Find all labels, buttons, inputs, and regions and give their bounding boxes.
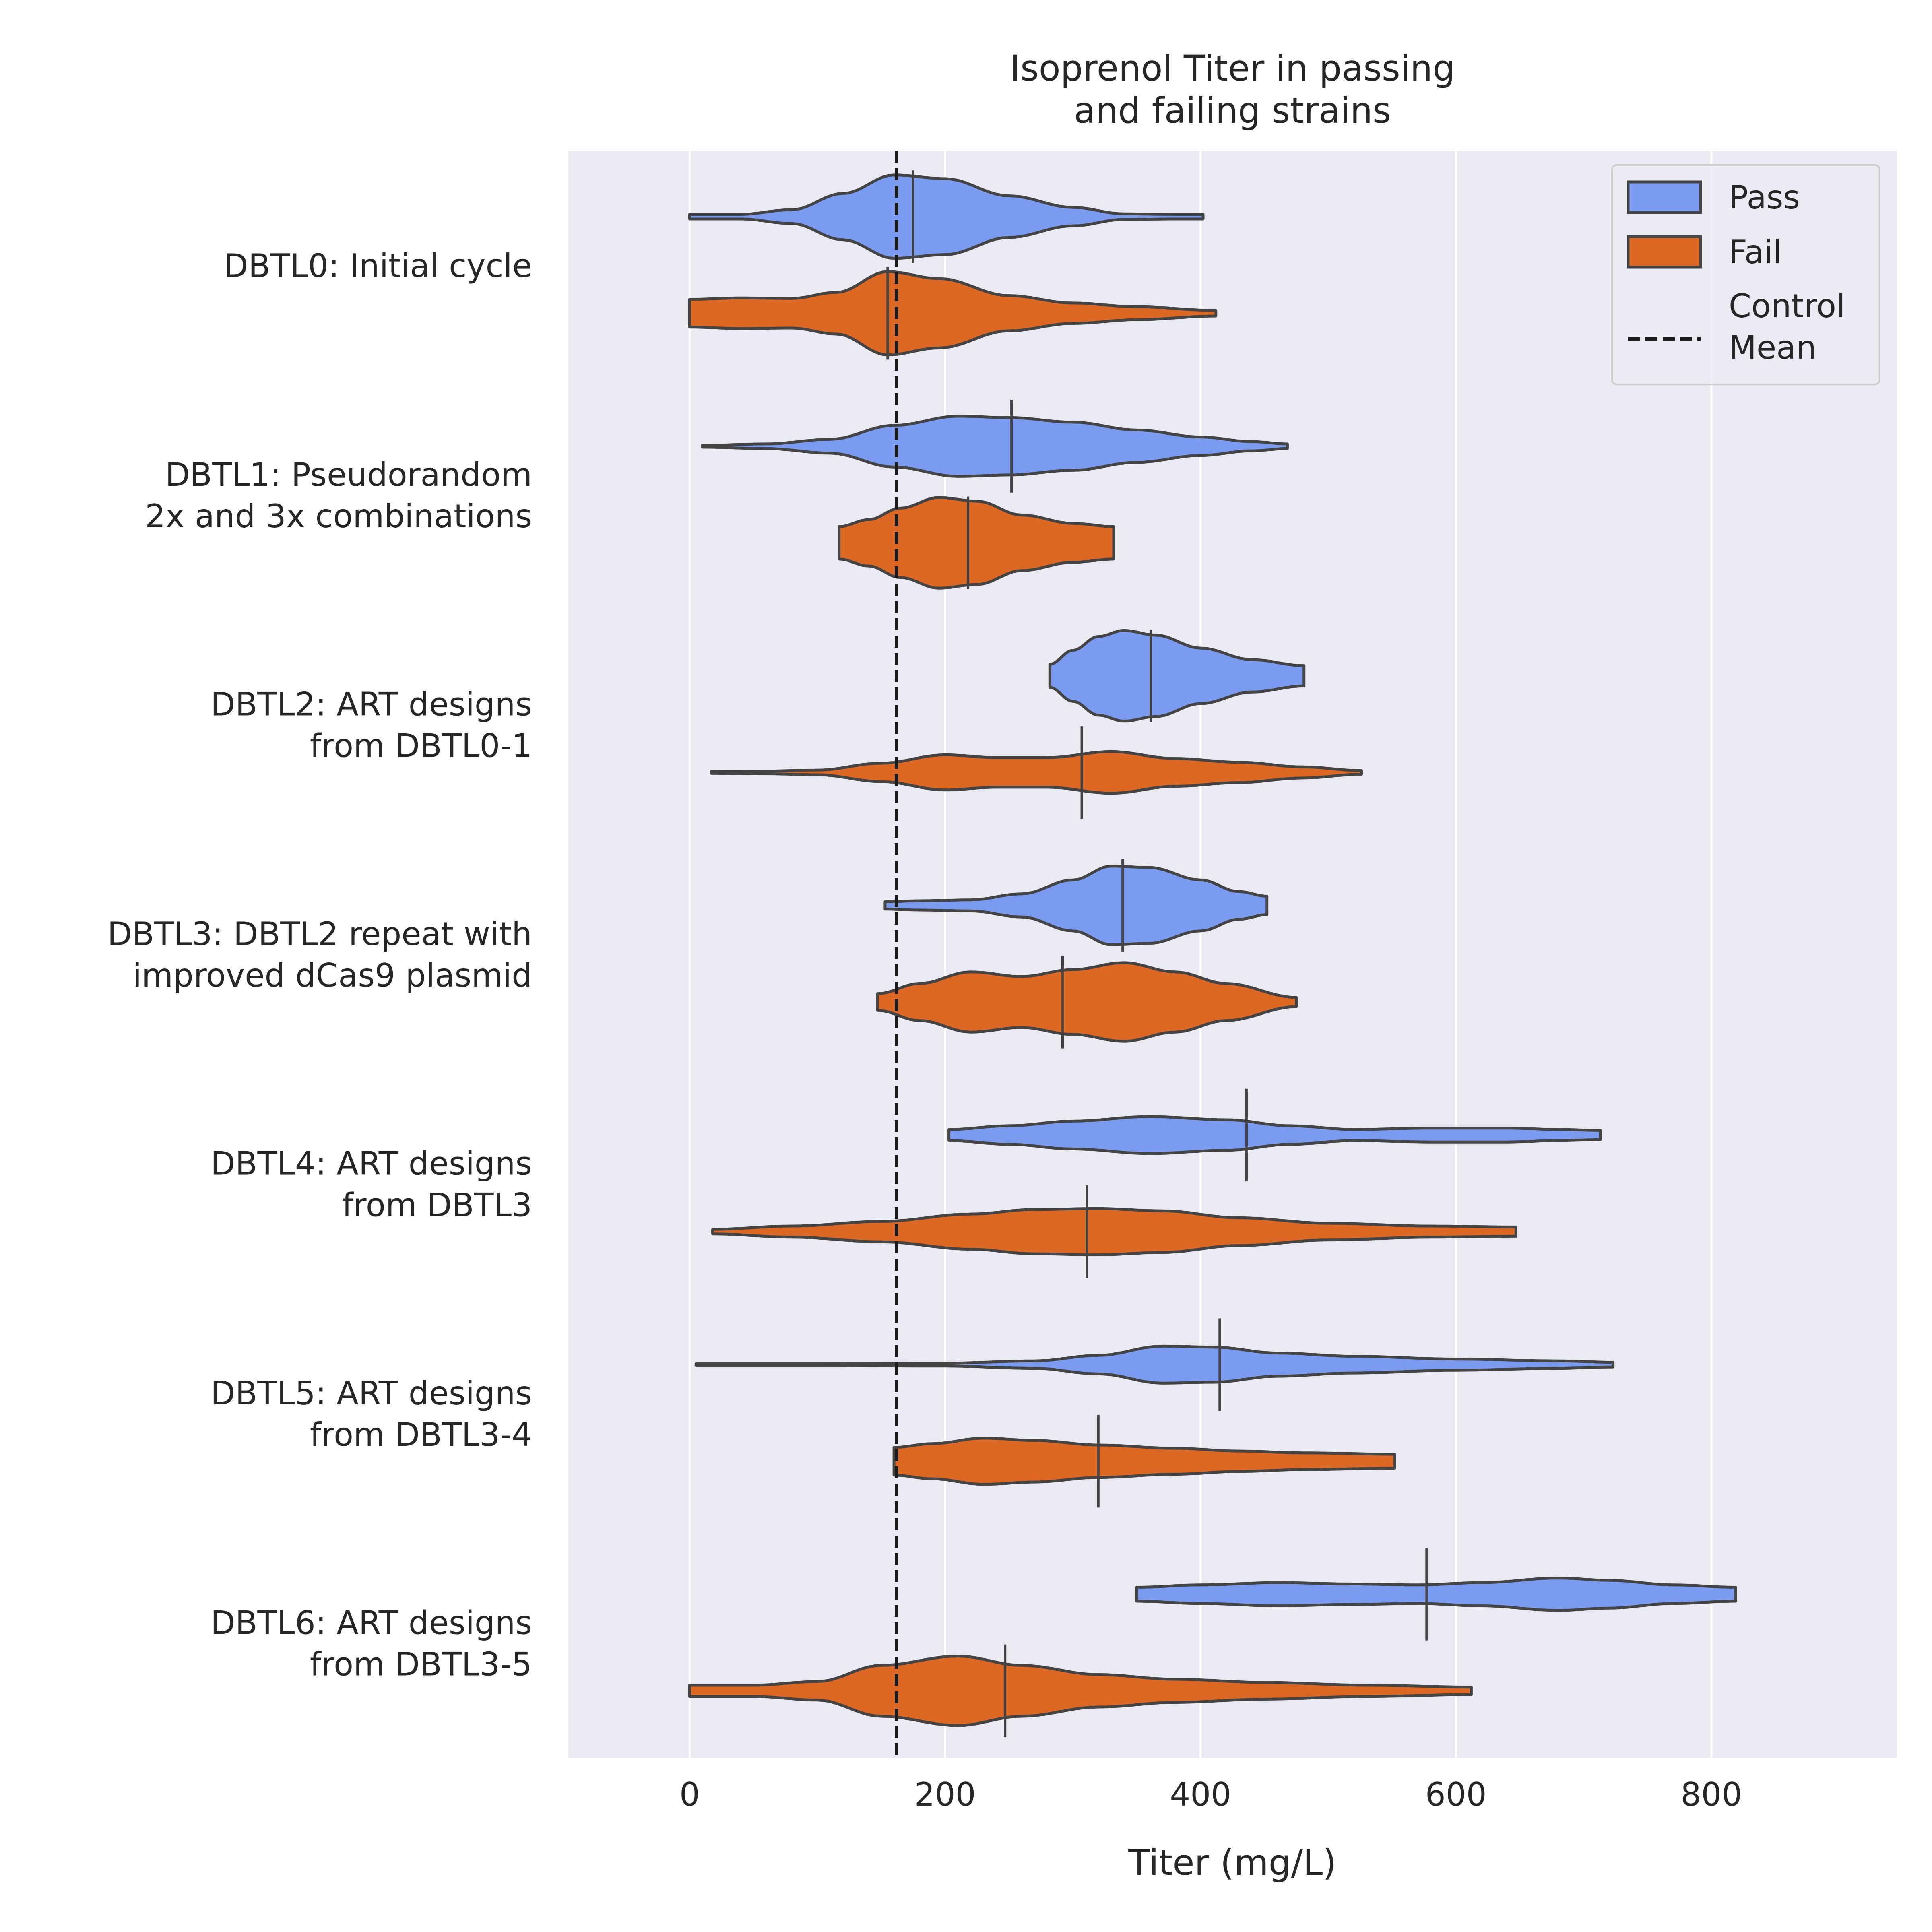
y-label-dbtl2: DBTL2: ART designs from DBTL0-1 xyxy=(211,686,532,765)
violin-dbtl5-fail xyxy=(892,1437,1396,1486)
legend-label-control-mean: Control Mean xyxy=(1729,287,1845,366)
violin-dbtl1-pass xyxy=(701,415,1289,478)
violin-dbtl6-pass xyxy=(1135,1577,1737,1612)
violin-dbtl3-fail xyxy=(876,961,1298,1043)
violin-dbtl0-pass xyxy=(688,173,1205,260)
violins xyxy=(688,170,1737,1737)
y-label-dbtl5-line-1: DBTL5: ART designs xyxy=(211,1375,532,1412)
y-label-dbtl1-line-1: DBTL1: Pseudorandom xyxy=(165,456,532,493)
x-tick-labels: 0 200 400 600 800 xyxy=(679,1776,1742,1813)
violin-dbtl3-pass xyxy=(883,865,1269,946)
legend-label-control-mean-line-2: Mean xyxy=(1729,329,1816,366)
x-tick-label-200: 200 xyxy=(914,1776,976,1813)
y-label-dbtl3-line-1: DBTL3: DBTL2 repeat with xyxy=(107,915,532,953)
legend-label-control-mean-line-1: Control xyxy=(1729,287,1845,325)
violin-dbtl4-pass xyxy=(947,1115,1602,1155)
violin-dbtl0-fail xyxy=(688,270,1218,357)
y-label-dbtl4-line-2: from DBTL3 xyxy=(342,1186,532,1224)
violin-dbtl1-fail xyxy=(838,496,1115,590)
y-label-dbtl5-line-2: from DBTL3-4 xyxy=(310,1416,532,1453)
y-label-dbtl6-line-2: from DBTL3-5 xyxy=(310,1645,532,1683)
x-tick-label-800: 800 xyxy=(1681,1776,1742,1813)
legend-label-pass: Pass xyxy=(1729,179,1800,216)
violin-dbtl2-pass xyxy=(1048,629,1306,723)
plot-area xyxy=(568,151,1897,1758)
legend: Pass Fail Control Mean xyxy=(1611,164,1880,385)
violin-dbtl5-pass xyxy=(694,1344,1615,1385)
legend-box xyxy=(1611,164,1880,385)
y-label-dbtl6-line-1: DBTL6: ART designs xyxy=(211,1604,532,1641)
y-label-dbtl6: DBTL6: ART designs from DBTL3-5 xyxy=(211,1604,532,1683)
y-label-dbtl2-line-1: DBTL2: ART designs xyxy=(211,686,532,723)
x-tick-label-400: 400 xyxy=(1170,1776,1231,1813)
y-label-dbtl3: DBTL3: DBTL2 repeat with improved dCas9 p… xyxy=(107,915,532,994)
y-label-dbtl0: DBTL0: Initial cycle xyxy=(223,247,532,285)
chart-title-line-1: Isoprenol Titer in passing xyxy=(1010,47,1455,89)
y-label-dbtl2-line-2: from DBTL0-1 xyxy=(310,727,532,765)
x-axis-label: Titer (mg/L) xyxy=(1128,1842,1336,1883)
y-label-dbtl3-line-2: improved dCas9 plasmid xyxy=(133,957,532,994)
x-tick-label-0: 0 xyxy=(679,1776,700,1813)
x-tick-label-600: 600 xyxy=(1425,1776,1487,1813)
y-label-dbtl4-line-1: DBTL4: ART designs xyxy=(211,1145,532,1182)
legend-swatch-fail xyxy=(1627,235,1702,269)
chart-title-line-2: and failing strains xyxy=(1074,90,1391,131)
chart-title: Isoprenol Titer in passing and failing st… xyxy=(1010,47,1455,131)
y-label-dbtl0-line-1: DBTL0: Initial cycle xyxy=(223,247,532,285)
legend-swatch-pass xyxy=(1627,180,1702,214)
legend-label-fail: Fail xyxy=(1729,233,1782,271)
y-label-dbtl1: DBTL1: Pseudorandom 2x and 3x combination… xyxy=(145,456,532,535)
y-label-dbtl4: DBTL4: ART designs from DBTL3 xyxy=(211,1145,532,1224)
y-label-dbtl5: DBTL5: ART designs from DBTL3-4 xyxy=(211,1375,532,1453)
y-category-labels: DBTL0: Initial cycle DBTL1: Pseudorandom 2… xyxy=(107,247,532,1683)
y-label-dbtl1-line-2: 2x and 3x combinations xyxy=(145,497,532,535)
violin-dbtl2-fail xyxy=(710,750,1363,795)
violin-dbtl6-fail xyxy=(688,1655,1473,1727)
violin-dbtl4-fail xyxy=(711,1207,1517,1256)
